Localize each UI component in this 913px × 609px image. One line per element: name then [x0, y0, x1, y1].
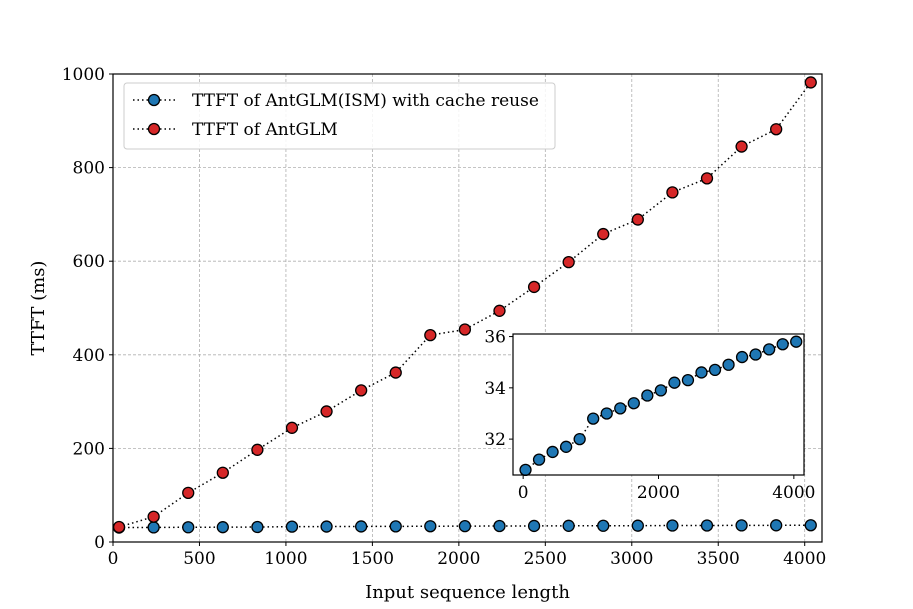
data-point-1: [389, 366, 402, 379]
inset-data-point: [519, 463, 532, 477]
inset-data-point: [614, 402, 627, 415]
x-axis-label: Input sequence length: [365, 582, 570, 603]
data-point-1: [631, 213, 644, 226]
data-point-0: [285, 520, 299, 533]
y-tick-label: 0: [94, 533, 105, 553]
inset-x-tick-label: 2000: [637, 483, 680, 503]
legend-label-1: TTFT of AntGLM: [192, 120, 338, 140]
inset-data-point: [668, 376, 681, 389]
data-point-1: [527, 280, 541, 294]
data-point-0: [424, 520, 437, 533]
data-point-0: [700, 519, 714, 532]
data-point-1: [597, 227, 610, 241]
inset-data-point: [587, 412, 600, 425]
inset-plot: 0 2000 4000 32 34 36: [484, 328, 815, 503]
data-point-1: [354, 384, 368, 397]
inset-data-point: [749, 348, 762, 361]
data-point-0: [147, 521, 160, 534]
data-point-1: [493, 304, 506, 317]
data-point-0: [770, 519, 783, 532]
data-point-1: [147, 510, 160, 523]
data-point-0: [458, 519, 472, 533]
inset-data-point: [681, 373, 695, 387]
data-point-1: [735, 140, 748, 153]
y-tick-label: 600: [73, 252, 105, 272]
data-point-1: [562, 255, 575, 269]
plot-frame: [112, 73, 823, 543]
inset-data-point: [641, 389, 654, 402]
legend-box: [123, 82, 556, 150]
inset-data-point: [532, 453, 546, 466]
inset-frame: [512, 333, 805, 476]
main-plot: 0 500 1000 1500 2000 2500 3000 3500 4000 0 200 400 6…: [28, 65, 826, 603]
data-point-1: [285, 421, 299, 434]
x-tick-label: 4000: [783, 549, 826, 569]
x-tick-label: 0: [108, 549, 119, 569]
data-point-0: [216, 521, 229, 534]
inset-data-point: [735, 350, 749, 364]
data-point-1: [770, 123, 783, 136]
data-point-0: [389, 520, 402, 533]
inset-data-point: [654, 384, 668, 397]
data-point-0: [251, 520, 264, 534]
inset-data-point: [546, 445, 559, 459]
x-tick-label: 500: [183, 549, 215, 569]
inset-data-point: [627, 397, 640, 410]
inset-data-point: [722, 358, 735, 371]
data-point-0: [597, 519, 610, 532]
inset-data-point: [708, 363, 722, 377]
legend-marker-0: [147, 93, 161, 107]
inset-x-tick-label: 4000: [772, 483, 815, 503]
x-tick-label: 2000: [437, 549, 480, 569]
inset-data-point: [790, 335, 803, 348]
data-point-1: [804, 76, 817, 89]
data-point-0: [493, 519, 506, 533]
y-tick-label: 200: [73, 439, 105, 459]
data-point-1: [458, 323, 472, 336]
data-point-0: [527, 519, 541, 533]
data-point-0: [666, 519, 679, 532]
y-axis-label: TTFT (ms): [28, 261, 49, 356]
data-point-1: [666, 186, 679, 199]
data-point-0: [804, 519, 817, 532]
inset-data-point: [600, 407, 613, 420]
data-point-1: [251, 443, 264, 456]
inset-data-point: [762, 343, 776, 356]
legend-marker-1: [147, 122, 161, 136]
inset-data-point: [573, 432, 586, 446]
data-point-1: [700, 172, 714, 185]
x-tick-label: 3000: [610, 549, 653, 569]
x-tick-label: 2500: [524, 549, 567, 569]
inset-y-tick-label: 34: [484, 379, 506, 399]
x-tick-label: 1000: [264, 549, 307, 569]
data-point-0: [182, 521, 195, 534]
data-point-1: [182, 486, 195, 500]
data-point-1: [112, 520, 126, 534]
data-point-1: [320, 405, 333, 418]
legend-label-0: TTFT of AntGLM(ISM) with cache reuse: [192, 91, 539, 111]
series-line-0: [119, 524, 811, 529]
data-point-0: [354, 520, 368, 533]
data-point-0: [320, 520, 333, 533]
inset-data-point: [776, 338, 789, 351]
data-point-0: [631, 519, 644, 532]
data-point-0: [735, 519, 748, 532]
data-point-0: [562, 519, 575, 532]
y-tick-label: 800: [73, 159, 105, 179]
data-point-1: [216, 466, 229, 479]
y-tick-label: 400: [73, 346, 105, 366]
x-tick-label: 1500: [351, 549, 394, 569]
series-line-1: [118, 81, 812, 528]
x-tick-label: 3500: [697, 549, 740, 569]
legend: TTFT of AntGLM(ISM) with cache reuse TTFT…: [123, 82, 556, 150]
y-tick-label: 1000: [62, 65, 105, 85]
inset-data-point: [559, 440, 573, 453]
inset-x-tick-label: 0: [518, 483, 529, 503]
inset-y-tick-label: 36: [484, 328, 506, 348]
inset-data-point: [695, 366, 708, 379]
inset-y-tick-label: 32: [484, 430, 506, 450]
data-point-1: [424, 328, 437, 342]
